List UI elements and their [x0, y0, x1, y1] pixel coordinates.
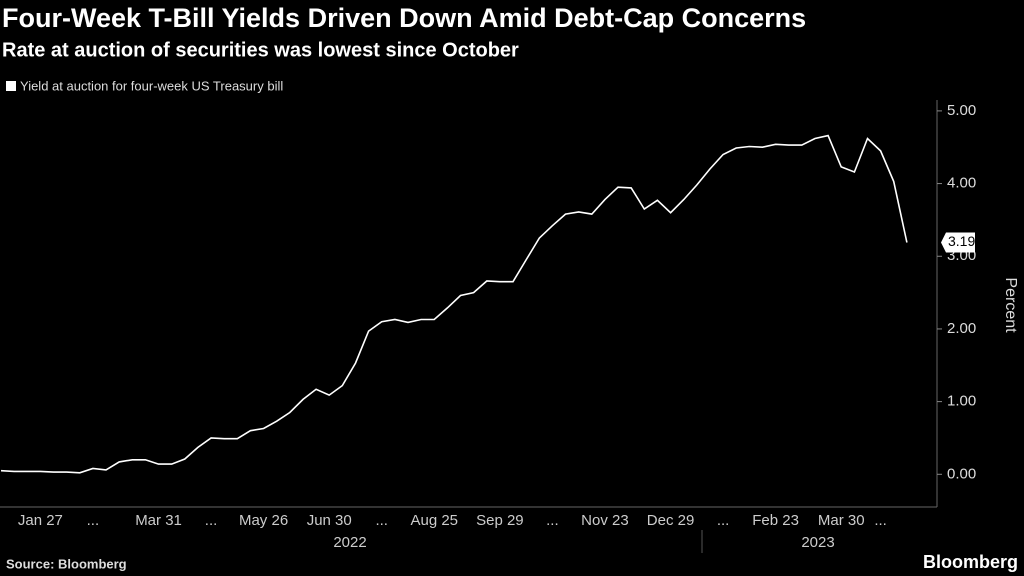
y-tick-label: 1.00 [947, 393, 976, 410]
brand: Bloomberg [923, 552, 1018, 572]
x-tick-label: Feb 23 [752, 512, 799, 529]
last-value-box [941, 232, 975, 253]
y-axis-label: Percent [1002, 277, 1019, 333]
y-tick-label: 5.00 [947, 102, 976, 119]
x-tick-label: ... [87, 512, 100, 529]
x-tick-label: Mar 30 [818, 512, 865, 529]
x-tick-label: ... [205, 512, 218, 529]
x-tick-label: ... [717, 512, 730, 529]
x-tick-label: ... [874, 512, 887, 529]
source: Source: Bloomberg [6, 556, 127, 571]
y-tick-label: 0.00 [947, 465, 976, 482]
x-tick-label: ... [375, 512, 388, 529]
chart-title: Four-Week T-Bill Yields Driven Down Amid… [2, 3, 806, 33]
year-label: 2022 [333, 534, 366, 551]
y-tick-label: 4.00 [947, 175, 976, 192]
x-tick-label: May 26 [239, 512, 288, 529]
x-tick-label: Mar 31 [135, 512, 182, 529]
x-tick-label: ... [546, 512, 559, 529]
year-label: 2023 [801, 534, 834, 551]
line [0, 134, 908, 474]
x-tick-label: Jun 30 [307, 512, 352, 529]
x-tick-label: Nov 23 [581, 512, 629, 529]
x-tick-label: Sep 29 [476, 512, 524, 529]
y-tick-label: 2.00 [947, 320, 976, 337]
chart-subtitle: Rate at auction of securities was lowest… [2, 39, 519, 61]
legend-swatch [6, 81, 16, 91]
x-tick-label: Dec 29 [647, 512, 695, 529]
last-value-label: 3.19 [948, 233, 975, 249]
x-tick-label: Jan 27 [18, 512, 63, 529]
legend-label: Yield at auction for four-week US Treasu… [20, 78, 283, 93]
x-tick-label: Aug 25 [410, 512, 458, 529]
